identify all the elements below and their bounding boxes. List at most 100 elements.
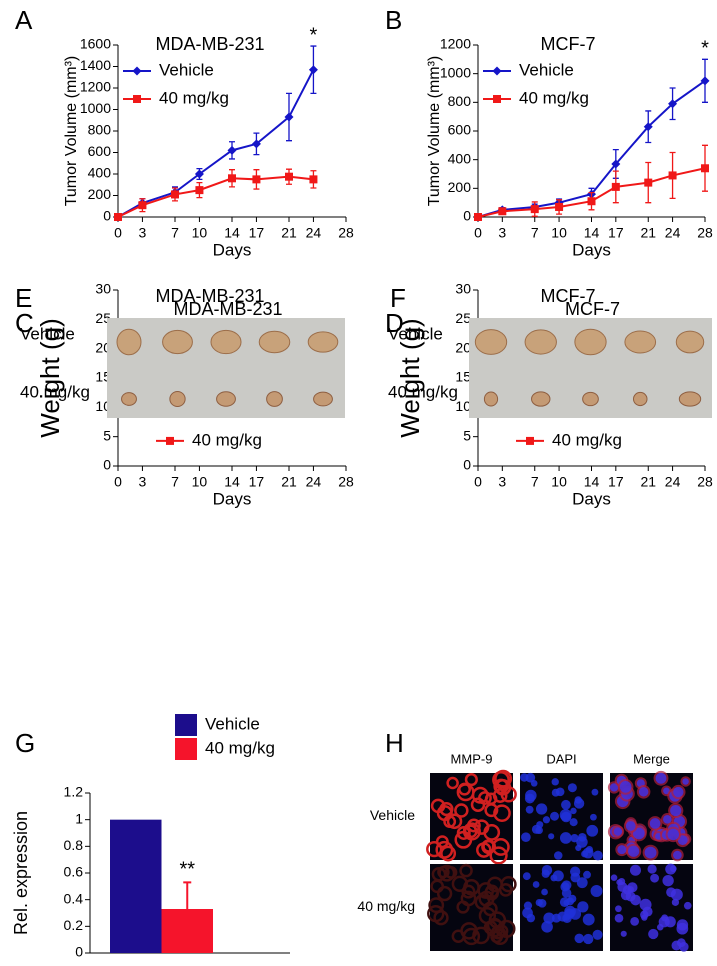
- nucleus: [582, 913, 595, 926]
- nucleus: [525, 805, 534, 814]
- nucleus: [575, 844, 582, 852]
- y-tick-label: 1.2: [64, 784, 84, 800]
- nucleus: [582, 847, 594, 859]
- y-tick-label: 200: [448, 179, 472, 195]
- y-tick-label: 1200: [80, 79, 111, 95]
- cell: [430, 879, 445, 894]
- nucleus: [650, 873, 660, 883]
- marker: [228, 174, 236, 183]
- nucleus: [559, 808, 572, 821]
- annotation: *: [310, 24, 318, 46]
- nucleus: [576, 877, 588, 889]
- nucleus: [655, 772, 667, 784]
- x-tick-label: 17: [249, 225, 265, 241]
- x-tick-label: 17: [249, 474, 265, 490]
- nucleus: [669, 865, 677, 873]
- marker: [285, 172, 293, 181]
- nucleus: [552, 870, 564, 882]
- marker: [668, 171, 677, 180]
- marker: [526, 436, 534, 445]
- legend-label: Vehicle: [519, 60, 574, 79]
- row-label: 40 mg/kg: [357, 898, 415, 914]
- nucleus: [618, 877, 626, 886]
- cell: [491, 837, 510, 856]
- x-axis-label: Days: [213, 240, 252, 259]
- x-tick-label: 7: [531, 474, 539, 490]
- nucleus: [532, 881, 540, 888]
- nucleus: [569, 908, 582, 920]
- tumor: [524, 329, 557, 355]
- nucleus: [622, 885, 633, 895]
- cell: [427, 904, 445, 923]
- y-tick-label: 1000: [80, 100, 111, 116]
- marker: [643, 122, 653, 132]
- nucleus: [520, 773, 529, 782]
- cell: [487, 876, 503, 893]
- x-tick-label: 3: [139, 474, 147, 490]
- x-axis-label: Days: [213, 489, 252, 508]
- cell: [484, 803, 499, 818]
- x-tick-label: 10: [551, 474, 567, 490]
- nucleus: [525, 789, 537, 802]
- cell: [446, 776, 459, 790]
- y-tick-label: 1200: [440, 36, 471, 52]
- marker: [701, 164, 709, 173]
- y-tick-label: 20: [455, 339, 471, 355]
- row-label: Vehicle: [20, 324, 75, 343]
- column-label: MMP-9: [451, 751, 493, 766]
- y-tick-label: 0: [75, 944, 83, 960]
- cell: [488, 911, 507, 929]
- tumor: [582, 391, 599, 407]
- x-tick-label: 21: [640, 474, 656, 490]
- nucleus: [535, 803, 548, 815]
- nucleus: [559, 832, 572, 844]
- y-tick-label: 600: [448, 122, 472, 138]
- cell: [485, 918, 505, 938]
- cell: [493, 804, 511, 823]
- marker: [133, 95, 141, 103]
- nucleus: [523, 901, 533, 910]
- nucleus: [667, 828, 680, 841]
- nucleus: [638, 787, 649, 797]
- tumor: [624, 330, 657, 354]
- y-tick-label: 1000: [440, 64, 471, 80]
- nucleus: [592, 929, 603, 940]
- y-axis-label: Weight (g): [395, 318, 425, 437]
- cell: [426, 840, 443, 858]
- nucleus: [664, 916, 676, 928]
- cell: [461, 884, 476, 899]
- y-tick-label: 800: [448, 93, 472, 109]
- x-tick-label: 14: [224, 474, 240, 490]
- y-tick-label: 0.6: [64, 864, 84, 880]
- nucleus: [590, 884, 603, 897]
- x-tick-label: 24: [306, 474, 322, 490]
- tumor: [307, 331, 339, 353]
- nucleus: [536, 821, 544, 829]
- panel-letter: C: [15, 308, 34, 338]
- nucleus: [577, 901, 589, 913]
- y-axis-label: Tumor Volume (mm³): [426, 56, 443, 207]
- cell: [482, 901, 498, 917]
- tumor: [313, 391, 333, 407]
- nucleus: [553, 851, 563, 860]
- y-axis-label: Tumor Volume (mm³): [63, 56, 80, 207]
- x-tick-label: 10: [192, 474, 208, 490]
- marker: [195, 186, 204, 195]
- x-axis-label: Days: [572, 240, 611, 259]
- tumor: [531, 391, 551, 407]
- y-tick-label: 800: [88, 122, 112, 138]
- panel-letter: A: [15, 5, 33, 35]
- cell: [463, 878, 480, 896]
- y-tick-label: 1: [75, 810, 83, 826]
- y-tick-label: 1400: [80, 57, 111, 73]
- column-label: Merge: [633, 751, 670, 766]
- tumor: [266, 391, 283, 407]
- panel-letter: F: [390, 283, 406, 313]
- nucleus: [632, 827, 645, 840]
- nucleus: [561, 799, 571, 810]
- legend-swatch: [175, 714, 197, 736]
- y-axis-label: Rel. expression: [11, 811, 31, 935]
- nucleus: [583, 933, 594, 945]
- nucleus: [559, 897, 570, 907]
- y-tick-label: 200: [88, 186, 112, 202]
